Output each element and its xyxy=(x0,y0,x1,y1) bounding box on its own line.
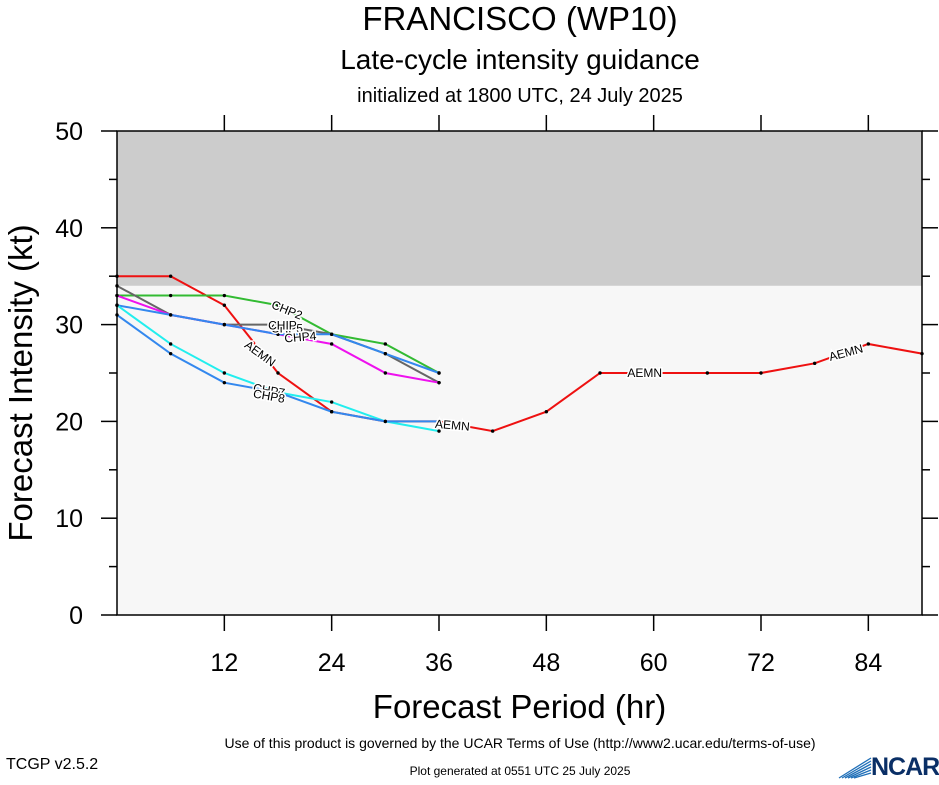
data-point-chp8 xyxy=(222,380,227,385)
series-label-aemn: AEMN xyxy=(435,417,471,434)
data-point-chp4 xyxy=(383,371,388,375)
x-tick-label: 48 xyxy=(532,649,560,677)
series-label-aemn: AEMN xyxy=(627,366,662,380)
data-point-chp2 xyxy=(222,293,227,298)
x-tick-label: 84 xyxy=(854,649,882,677)
plot-frame xyxy=(116,130,923,616)
intensity-bands: TS xyxy=(117,46,922,615)
band-label-ts: TS xyxy=(176,46,198,65)
data-point-chp2 xyxy=(383,342,388,346)
series-label-chp5: CHP5 xyxy=(271,321,303,335)
data-point-chp2 xyxy=(276,303,280,307)
data-point-chip xyxy=(329,332,334,336)
y-tick-label: 50 xyxy=(55,118,83,146)
data-point-chip xyxy=(276,332,280,336)
band-below-ts xyxy=(117,285,922,615)
series-line-aemn xyxy=(117,275,923,433)
x-tick-label: 72 xyxy=(747,649,775,677)
version-label: TCGP v2.5.2 xyxy=(6,756,99,773)
x-axis-label: Forecast Period (hr) xyxy=(373,688,666,725)
y-tick-label: 0 xyxy=(69,602,83,630)
terms-of-use-notice: Use of this product is governed by the U… xyxy=(224,735,816,751)
data-point-chp8 xyxy=(276,390,280,395)
data-point-chp7 xyxy=(329,400,334,404)
y-tick-label: 20 xyxy=(55,408,83,436)
data-point-chp4 xyxy=(437,380,441,385)
data-point-aemn xyxy=(222,303,227,307)
data-point-chp2 xyxy=(168,293,173,298)
chart-title: FRANCISCO (WP10) xyxy=(362,0,678,37)
data-point-aemn xyxy=(276,371,280,375)
x-tick-label: 60 xyxy=(640,649,668,677)
y-tick-label: 40 xyxy=(55,215,83,243)
data-point-aemn xyxy=(544,410,549,414)
data-point-aemn xyxy=(759,371,763,375)
data-point-chip xyxy=(222,322,227,327)
data-point-aemn xyxy=(490,429,495,433)
data-point-aemn xyxy=(168,274,173,278)
data-point-chp8 xyxy=(329,410,334,414)
y-tick-label: 30 xyxy=(55,312,83,340)
data-point-chp8 xyxy=(383,419,388,424)
series-lines xyxy=(115,274,924,433)
data-point-chp7 xyxy=(168,342,173,346)
data-point-chp8 xyxy=(437,419,441,424)
y-tick-label: 10 xyxy=(55,505,83,533)
ncar-logo-mark xyxy=(838,757,872,779)
series-label-chip: CHIP xyxy=(268,319,297,333)
band-ts xyxy=(117,131,922,286)
data-point-chip xyxy=(437,371,441,375)
data-point-chip xyxy=(383,351,388,356)
y-axis-label: Forecast Intensity (kt) xyxy=(2,224,39,541)
data-point-chp8 xyxy=(168,351,173,356)
data-point-chp5 xyxy=(276,322,280,327)
data-point-chp7 xyxy=(222,371,227,375)
data-point-aemn xyxy=(866,342,871,346)
data-point-aemn xyxy=(812,361,817,366)
initialization-time: initialized at 1800 UTC, 24 July 2025 xyxy=(357,85,683,107)
series-label-chp4: CHP4 xyxy=(284,329,317,346)
data-point-chp7 xyxy=(437,429,441,433)
data-point-aemn xyxy=(705,371,710,375)
data-point-aemn xyxy=(598,371,602,375)
x-tick-label: 36 xyxy=(425,649,453,677)
generated-timestamp: Plot generated at 0551 UTC 25 July 2025 xyxy=(409,764,631,778)
axis-ticks xyxy=(101,115,938,631)
ncar-logo: NCAR xyxy=(837,752,939,781)
data-point-chip xyxy=(168,313,173,317)
x-tick-label: 12 xyxy=(210,649,238,677)
tick-labels: 0 10 20 30 40 50 12 24 36 48 60 72 84 xyxy=(55,118,882,677)
data-point-aemn xyxy=(651,371,656,375)
x-tick-label: 24 xyxy=(318,649,346,677)
ncar-logo-text: NCAR xyxy=(871,753,939,781)
data-point-chp4 xyxy=(329,342,334,346)
chart-subtitle: Late-cycle intensity guidance xyxy=(340,44,700,75)
